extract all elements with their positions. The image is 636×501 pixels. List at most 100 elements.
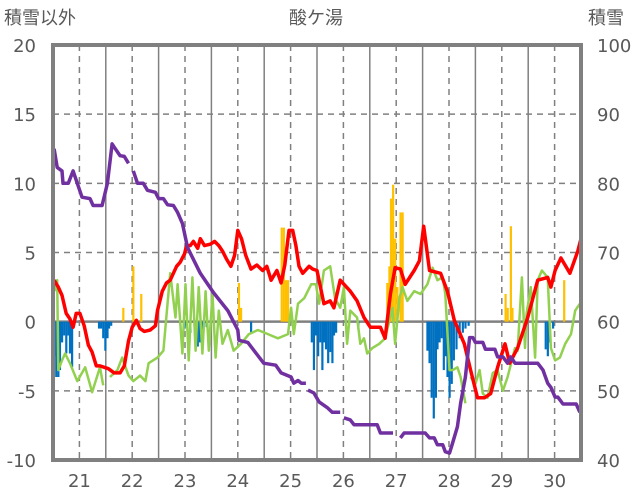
blue-bar [196,321,199,347]
orange-bar [284,280,288,322]
blue-bar [332,321,336,336]
chart-title: 酸ケ湯 [289,8,343,29]
blue-bar [63,321,66,336]
blue-bar [317,321,320,357]
blue-bar [327,321,330,364]
y-right-tick-label: 80 [597,174,620,195]
bars [53,184,566,419]
blue-bar [434,321,437,398]
blue-bar [312,321,316,371]
orange-bar [511,307,514,322]
orange-bar [389,198,393,322]
left-axis-label: 積雪以外 [4,8,76,29]
blue-bar [452,321,455,361]
blue-bar [104,321,107,351]
blue-bar [444,321,447,357]
blue-bar [329,321,332,353]
blue-bar [107,321,111,329]
blue-bar [430,321,433,398]
blue-bar [546,321,549,357]
lines [52,142,583,455]
blue-bar [428,321,431,364]
blue-bar [436,321,439,350]
orange-bar [399,212,402,322]
blue-bar [314,321,318,336]
x-tick-label: 24 [226,471,249,492]
tick-labels: 21 22 23 24 25 26 27 28 29 3020151050-5-101009080… [7,36,632,492]
blue-bar [331,321,334,364]
orange-bar [509,226,512,322]
blue-bar [440,321,443,339]
y-right-tick-label: 50 [597,382,620,403]
blue-bar [71,321,74,368]
x-tick-label: 25 [279,471,302,492]
y-left-tick-label: 15 [13,105,36,126]
orange-bar [237,282,241,322]
blue-bar [461,321,464,333]
blue-bar [65,321,68,354]
blue-bar [464,321,467,329]
orange-bar [122,307,125,322]
blue-bar [432,321,435,419]
plot-frame [51,43,583,462]
orange-bar [563,280,566,322]
blue-bar [97,321,101,329]
orange-bar [504,294,507,322]
blue-bar [100,321,103,329]
blue-bar [310,321,313,343]
y-left-tick-label: 0 [25,313,36,334]
x-tick-label: 29 [490,471,513,492]
blue-bar [58,321,62,371]
blue-bar [68,321,72,354]
blue-bar [102,321,105,339]
y-right-tick-label: 100 [597,36,631,57]
y-left-tick-label: 5 [25,244,36,265]
blue-bar [250,321,253,333]
blue-bar [55,321,58,377]
orange-bar [386,282,389,322]
blue-bar [322,321,326,343]
blue-bar [110,321,113,326]
x-tick-label: 27 [385,471,408,492]
orange-bar [394,238,397,322]
x-tick-label: 22 [121,471,144,492]
blue-bar [552,321,555,329]
x-tick-label: 21 [68,471,91,492]
blue-bar [442,321,445,371]
blue-bar [321,321,324,371]
x-tick-label: 26 [332,471,355,492]
blue-bar [324,321,328,350]
orange-bar [396,287,399,322]
orange-bar [239,307,243,322]
blue-bar [67,321,70,336]
blue-bar [60,321,64,343]
x-tick-label: 28 [438,471,461,492]
orange-bar [506,307,509,322]
orange-bar [140,294,143,322]
y-left-tick-label: -5 [18,382,36,403]
y-left-tick-label: 20 [13,36,36,57]
right-axis-label: 積雪 [588,8,624,29]
y-left-tick-label: 10 [13,174,36,195]
orange-bar [286,280,290,322]
y-right-tick-label: 60 [597,313,620,334]
blue-bar [335,321,338,333]
blue-bar [319,321,322,343]
y-right-tick-label: 40 [597,451,620,472]
x-tick-label: 23 [174,471,197,492]
blue-bar [106,321,109,339]
plot-border [51,43,583,462]
blue-bar [198,321,201,343]
purple-line-snow-depth [52,142,582,455]
blue-bar [450,321,453,384]
blue-bar [426,321,429,351]
y-right-tick-label: 90 [597,105,620,126]
orange-bar [392,184,395,322]
orange-bar [401,212,404,322]
y-left-tick-label: -10 [7,451,36,472]
blue-bar [544,321,547,350]
red-line [52,224,583,400]
x-tick-label: 30 [543,471,566,492]
orange-bar [132,266,135,322]
